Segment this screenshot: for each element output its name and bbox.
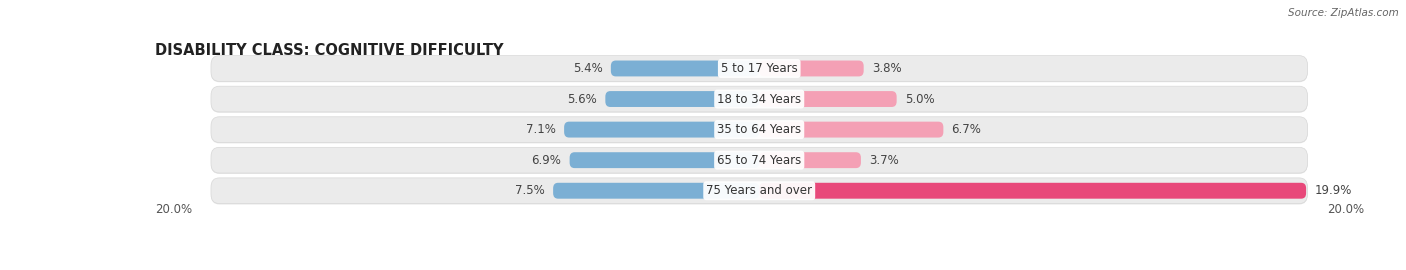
FancyBboxPatch shape: [211, 56, 1308, 82]
Text: 6.9%: 6.9%: [531, 154, 561, 167]
Text: 75 Years and over: 75 Years and over: [706, 184, 813, 197]
Text: 19.9%: 19.9%: [1315, 184, 1351, 197]
Text: 5 to 17 Years: 5 to 17 Years: [721, 62, 797, 75]
FancyBboxPatch shape: [569, 152, 759, 168]
FancyBboxPatch shape: [610, 60, 759, 76]
FancyBboxPatch shape: [553, 183, 759, 199]
FancyBboxPatch shape: [211, 118, 1308, 143]
Text: 20.0%: 20.0%: [155, 203, 191, 216]
FancyBboxPatch shape: [564, 122, 759, 137]
FancyBboxPatch shape: [211, 148, 1308, 174]
Text: 20.0%: 20.0%: [1327, 203, 1364, 216]
FancyBboxPatch shape: [759, 152, 860, 168]
FancyBboxPatch shape: [211, 147, 1308, 173]
FancyBboxPatch shape: [759, 91, 897, 107]
Text: 3.8%: 3.8%: [872, 62, 901, 75]
FancyBboxPatch shape: [211, 117, 1308, 143]
FancyBboxPatch shape: [606, 91, 759, 107]
Text: Source: ZipAtlas.com: Source: ZipAtlas.com: [1288, 8, 1399, 18]
Text: 18 to 34 Years: 18 to 34 Years: [717, 93, 801, 106]
FancyBboxPatch shape: [759, 183, 1306, 199]
FancyBboxPatch shape: [211, 179, 1308, 204]
Text: DISABILITY CLASS: COGNITIVE DIFFICULTY: DISABILITY CLASS: COGNITIVE DIFFICULTY: [155, 43, 503, 58]
Text: 65 to 74 Years: 65 to 74 Years: [717, 154, 801, 167]
FancyBboxPatch shape: [211, 178, 1308, 204]
Text: 5.0%: 5.0%: [905, 93, 935, 106]
Text: 6.7%: 6.7%: [952, 123, 981, 136]
Text: 7.1%: 7.1%: [526, 123, 555, 136]
FancyBboxPatch shape: [211, 56, 1308, 81]
Text: 35 to 64 Years: 35 to 64 Years: [717, 123, 801, 136]
FancyBboxPatch shape: [759, 122, 943, 137]
Text: 5.6%: 5.6%: [568, 93, 598, 106]
Text: 3.7%: 3.7%: [869, 154, 898, 167]
FancyBboxPatch shape: [211, 86, 1308, 112]
Text: 5.4%: 5.4%: [572, 62, 603, 75]
FancyBboxPatch shape: [211, 87, 1308, 113]
FancyBboxPatch shape: [759, 60, 863, 76]
Text: 7.5%: 7.5%: [515, 184, 546, 197]
